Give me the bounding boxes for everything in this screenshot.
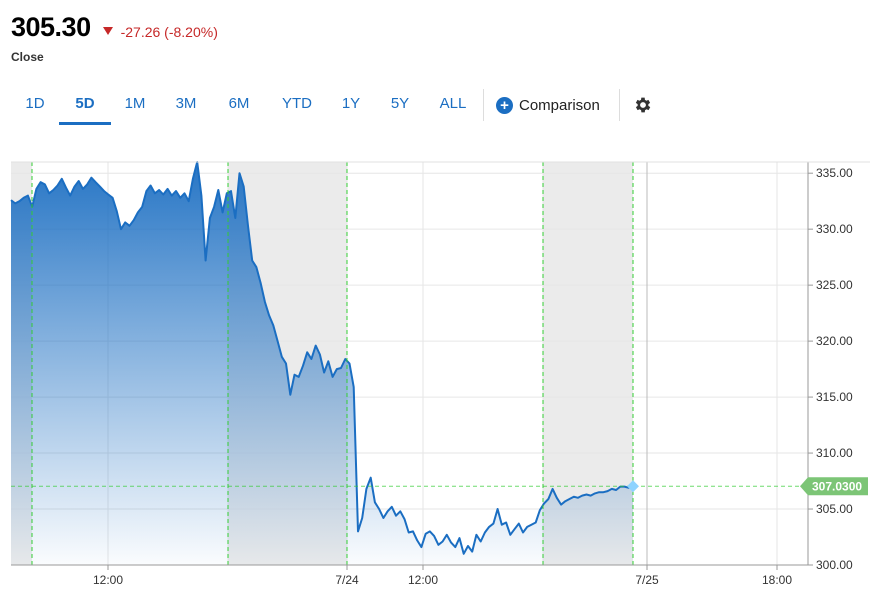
y-tick-label: 305.00 [816, 502, 853, 516]
range-toolbar: 1D 5D 1M 3M 6M YTD 1Y 5Y ALL + Compariso… [0, 85, 871, 127]
y-tick-label: 300.00 [816, 558, 853, 572]
last-price: 305.30 [11, 12, 91, 42]
last-price-badge [800, 477, 868, 496]
range-tab-1y[interactable]: 1Y [341, 95, 361, 112]
y-tick-label: 315.00 [816, 390, 853, 404]
last-price-badge-label: 307.0300 [812, 479, 862, 493]
x-tick-label: 7/25 [635, 573, 659, 587]
comparison-button[interactable]: + Comparison [496, 85, 600, 125]
range-tab-all[interactable]: ALL [439, 95, 467, 112]
y-tick-label: 320.00 [816, 334, 853, 348]
quote-header: 305.30 -27.26 (-8.20%) [11, 12, 218, 43]
price-change: -27.26 (-8.20%) [102, 24, 218, 40]
x-tick-label: 18:00 [762, 573, 792, 587]
down-arrow-icon [102, 27, 113, 35]
y-tick-label: 325.00 [816, 278, 853, 292]
price-change-value: -27.26 (-8.20%) [120, 24, 218, 40]
price-line [10, 161, 634, 555]
range-tab-5d[interactable]: 5D [59, 85, 111, 125]
range-tab-1m[interactable]: 1M [124, 95, 146, 112]
x-tick-label: 12:00 [93, 573, 123, 587]
last-point-marker [627, 480, 639, 493]
x-tick-label: 12:00 [408, 573, 438, 587]
toolbar-divider [619, 89, 620, 121]
range-tab-1d[interactable]: 1D [25, 95, 45, 112]
session-label: Close [11, 50, 44, 64]
plus-icon: + [496, 96, 513, 114]
range-tab-ytd[interactable]: YTD [282, 95, 312, 112]
comparison-label: Comparison [519, 96, 600, 114]
range-tab-6m[interactable]: 6M [228, 95, 250, 112]
y-tick-label: 330.00 [816, 222, 853, 236]
range-tab-5y[interactable]: 5Y [390, 95, 410, 112]
y-tick-label: 335.00 [816, 166, 853, 180]
range-tab-3m[interactable]: 3M [175, 95, 197, 112]
x-tick-label: 7/24 [335, 573, 359, 587]
toolbar-divider [483, 89, 484, 121]
price-chart[interactable]: 335.00 330.00 325.00 320.00 315.00 310.00 305.… [0, 155, 871, 596]
y-tick-label: 310.00 [816, 446, 853, 460]
gear-icon[interactable] [633, 95, 653, 115]
